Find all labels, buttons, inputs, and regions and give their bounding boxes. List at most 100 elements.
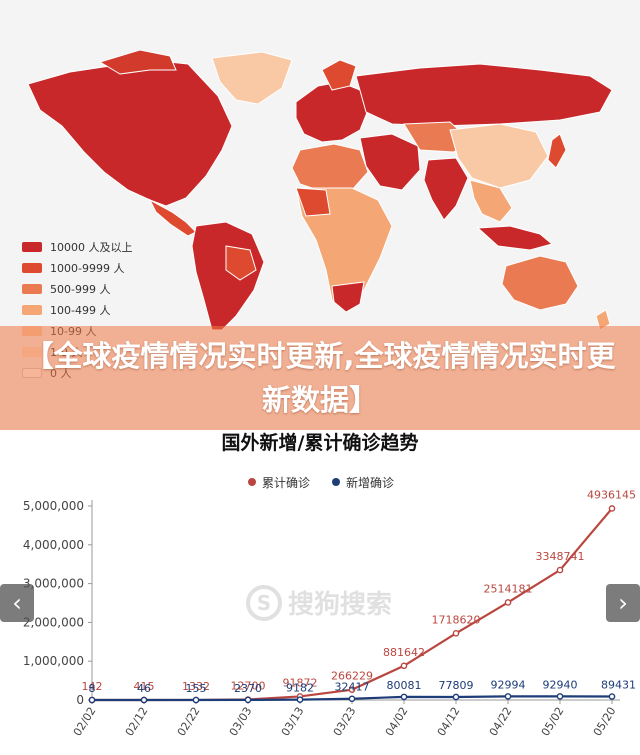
next-image-button[interactable]: › [606, 584, 640, 622]
data-point [400, 662, 408, 670]
x-tick-label: 04/22 [487, 705, 515, 739]
data-label: 415 [134, 680, 155, 693]
data-label: 91872 [283, 676, 318, 689]
legend-item: 100-499 人 [22, 299, 133, 320]
data-point [608, 505, 616, 512]
x-tick-label: 05/20 [591, 705, 619, 739]
data-label: 1332 [182, 680, 210, 693]
x-tick-label: 02/02 [71, 705, 99, 739]
data-label: 2514181 [484, 582, 533, 595]
map-region-russia [355, 63, 613, 127]
chart-title: 国外新增/累计确诊趋势 [221, 432, 419, 454]
trend-line-chart: 累计确诊 新增确诊 0 1,000,000 2,000,000 3,000,000 4,00… [23, 475, 636, 739]
data-label: 9182 [286, 682, 314, 695]
map-region-indonesia [476, 225, 554, 251]
y-tick-label: 4,000,000 [23, 538, 84, 552]
data-point [140, 696, 148, 704]
watermark-text: 搜狗搜索 [288, 590, 393, 620]
data-label: 155 [186, 682, 207, 695]
x-tick-label: 03/23 [331, 705, 359, 739]
legend-label: 1000-9999 人 [50, 261, 125, 275]
data-point [244, 696, 252, 704]
legend-label: 500-999 人 [50, 282, 111, 296]
legend-item: 1000-9999 人 [22, 257, 133, 278]
chart-legend-marker [248, 478, 256, 486]
data-point [504, 599, 512, 606]
map-region-west-africa [295, 187, 331, 217]
map-region-greenland [211, 51, 293, 105]
map-region-north-africa [291, 143, 369, 193]
data-label: 46 [137, 682, 151, 695]
map-region-australia [501, 255, 579, 311]
map-region-southeast-asia [469, 179, 513, 223]
data-label: 881642 [383, 646, 425, 659]
data-point [400, 693, 408, 701]
legend-label: 100-499 人 [50, 303, 111, 317]
data-label: 3348741 [536, 550, 585, 563]
x-tick-label: 03/03 [227, 705, 255, 739]
x-tick-label: 02/12 [123, 705, 151, 739]
data-point [556, 693, 564, 700]
legend-item: 10000 人及以上 [22, 236, 133, 257]
y-tick-label: 0 [76, 693, 84, 707]
y-tick-label: 2,000,000 [23, 615, 84, 629]
map-region-middle-east [359, 133, 421, 191]
legend-swatch [22, 304, 42, 315]
data-point [556, 566, 564, 574]
data-label: 12700 [231, 680, 266, 693]
world-map [27, 49, 613, 331]
watermark: S 搜狗搜索 [246, 584, 392, 621]
data-point [452, 693, 460, 701]
y-tick-label: 3,000,000 [23, 577, 84, 591]
data-label: 266229 [331, 670, 373, 683]
chart-legend-label: 累计确诊 [262, 476, 310, 490]
data-point [88, 696, 96, 704]
y-tick-label: 5,000,000 [23, 499, 84, 513]
x-tick-label: 02/22 [175, 705, 203, 739]
data-point [348, 695, 356, 703]
map-region-south-africa [331, 281, 365, 313]
x-tick-label: 03/13 [279, 705, 307, 739]
data-point [452, 630, 460, 637]
map-region-china [449, 123, 549, 189]
data-label: 77809 [439, 679, 474, 692]
data-point [192, 696, 200, 704]
data-label: 8 [89, 682, 96, 695]
data-point [348, 686, 356, 693]
map-region-south-america-east [225, 245, 257, 281]
data-label: 89431 [601, 679, 636, 692]
legend-swatch [22, 262, 42, 273]
map-region-europe [295, 81, 369, 143]
data-label: 32417 [335, 681, 370, 694]
map-region-new-zealand [595, 309, 611, 331]
x-tick-label: 04/12 [435, 705, 463, 739]
data-label: 4936145 [587, 488, 636, 501]
map-region-scandinavia [321, 59, 357, 91]
title-banner: 【全球疫情情况实时更新,全球疫情情况实时更新数据】 [0, 326, 640, 430]
map-region-central-america [148, 198, 197, 237]
data-point [608, 693, 616, 700]
data-label: 92940 [543, 678, 578, 691]
map-region-india [423, 157, 469, 221]
y-tick-label: 1,000,000 [23, 654, 84, 668]
sogou-logo-icon: S [246, 584, 282, 621]
data-point [504, 693, 512, 700]
data-label: 142 [82, 680, 103, 693]
previous-image-button[interactable]: ‹ [0, 584, 34, 622]
data-label: 1718620 [432, 613, 481, 626]
map-region-south-america [191, 221, 265, 331]
legend-label: 10000 人及以上 [50, 240, 133, 254]
chart-legend-label: 新增确诊 [346, 475, 394, 490]
data-point [296, 696, 304, 703]
x-tick-label: 04/02 [383, 705, 411, 739]
legend-swatch [22, 241, 42, 252]
legend-item: 500-999 人 [22, 278, 133, 299]
chart-legend-marker [332, 478, 340, 486]
legend-swatch [22, 283, 42, 294]
x-tick-label: 05/02 [539, 705, 567, 739]
data-label: 92994 [491, 678, 526, 691]
page-title: 【全球疫情情况实时更新,全球疫情情况实时更新数据】 [24, 339, 616, 417]
map-region-japan [547, 133, 567, 169]
map-region-north-america [27, 59, 233, 207]
map-region-canada-north [98, 49, 177, 75]
